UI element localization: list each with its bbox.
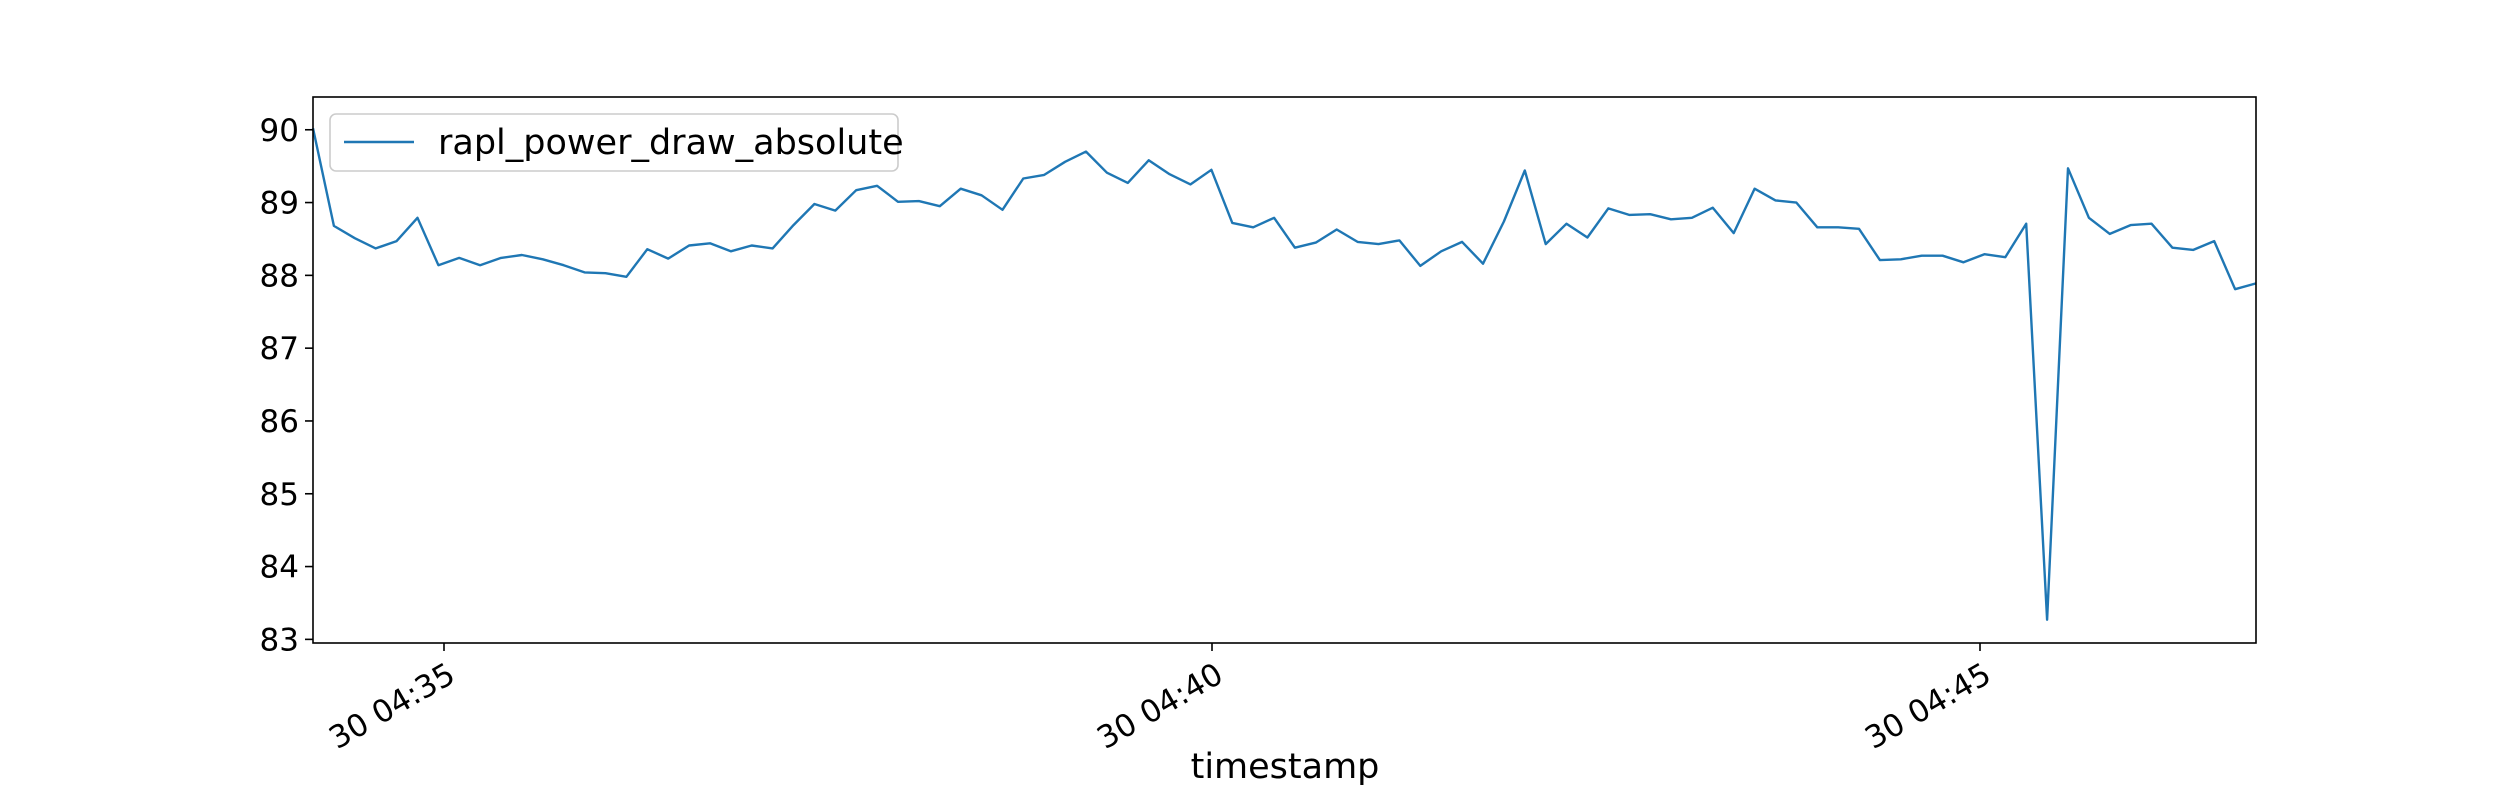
y-tick-label: 89 (260, 186, 299, 222)
y-tick-label: 87 (260, 331, 299, 367)
y-axis: 83 84 85 86 87 88 89 90 (260, 113, 313, 658)
y-tick-label: 85 (260, 477, 299, 513)
x-axis-label: timestamp (1191, 747, 1380, 787)
plot-frame (312, 96, 2257, 644)
series-layer (311, 128, 2257, 621)
y-tick-label: 90 (260, 113, 299, 149)
legend-box (329, 113, 899, 172)
legend-label: rapl_power_draw_absolute (438, 123, 904, 163)
y-tick-label: 88 (260, 258, 299, 294)
series-line (311, 128, 2257, 621)
y-tick-label: 84 (260, 550, 299, 586)
y-tick-label: 83 (260, 622, 299, 658)
legend: rapl_power_draw_absolute (329, 113, 904, 172)
y-tick-label: 86 (260, 404, 299, 440)
